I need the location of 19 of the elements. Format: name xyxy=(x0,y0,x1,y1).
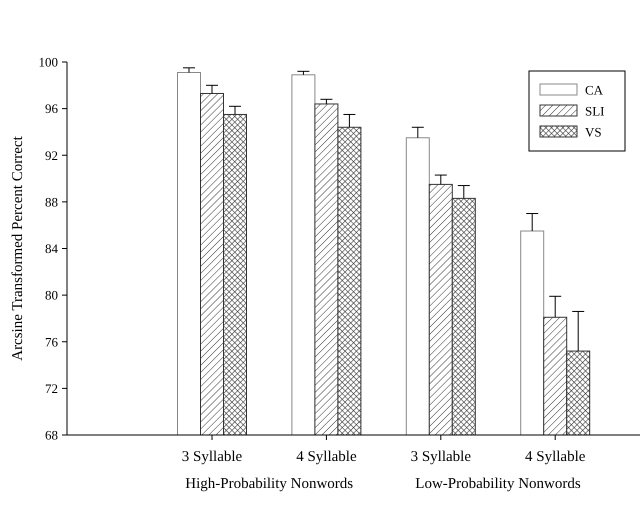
legend-label: VS xyxy=(585,124,602,140)
legend-label: SLI xyxy=(585,104,604,119)
y-tick-label: 72 xyxy=(45,380,58,396)
y-tick-label: 84 xyxy=(45,241,58,256)
y-tick-label: 96 xyxy=(45,101,58,116)
x-tick-label: 4 Syllable xyxy=(296,449,357,465)
y-tick-label: 68 xyxy=(45,428,58,443)
text: High-Probability Nonwords xyxy=(185,476,354,492)
x-tick-label: 3 Syllable xyxy=(182,449,243,465)
y-tick-label: 92 xyxy=(45,148,58,163)
text: Low-Probability Nonwords xyxy=(415,476,581,492)
y-axis-title: Arcsine Transformed Percent Correct xyxy=(10,135,26,361)
y-tick-label: 100 xyxy=(38,54,58,70)
x-tick-label: 4 Syllable xyxy=(524,449,586,465)
y-tick-label: 80 xyxy=(45,288,58,303)
y-tick-label: 76 xyxy=(45,334,58,350)
legend-label: CA xyxy=(585,82,604,98)
y-tick-label: 88 xyxy=(45,194,58,210)
x-tick-label: 3 Syllable xyxy=(410,449,472,465)
